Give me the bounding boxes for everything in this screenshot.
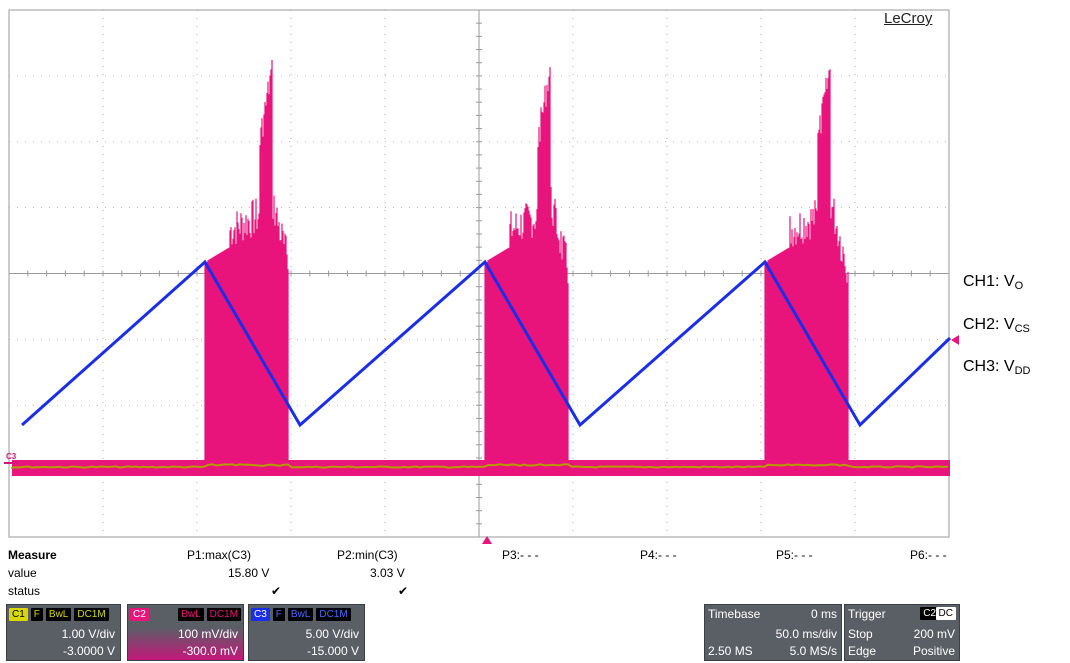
- param-p6-label[interactable]: P6:- - -: [910, 548, 947, 562]
- timebase-delay: 0 ms: [810, 607, 837, 621]
- measure-row-status-label: status: [8, 584, 41, 598]
- timebase-per-div: 50.0 ms/div: [775, 627, 837, 641]
- trigger-coupling: DC: [935, 607, 956, 620]
- timebase-samples: 2.50 MS: [708, 644, 753, 658]
- param-p1-label[interactable]: P1:max(C3): [187, 548, 252, 562]
- trigger-level-marker[interactable]: [951, 335, 959, 345]
- c1-tag-bwl: BwL: [45, 607, 72, 621]
- trigger-position-marker[interactable]: [482, 536, 492, 544]
- brand-logo: LeCroy: [884, 10, 933, 27]
- param-p5-label[interactable]: P5:- - -: [776, 548, 813, 562]
- channel-c2-box[interactable]: C2 BwL DC1M 100 mV/div -300.0 mV: [127, 604, 244, 661]
- c3-ground-marker-label: C3: [6, 452, 17, 461]
- param-p1-value: 15.80 V: [228, 566, 270, 580]
- c1-tag-f: F: [30, 607, 43, 621]
- trigger-source: C2: [920, 607, 939, 620]
- scope-screen: [8, 9, 952, 538]
- ch3-label: CH3: VDD: [963, 358, 1031, 377]
- c3-scale: 5.00 V/div: [305, 627, 359, 641]
- c3-ground-marker[interactable]: [4, 462, 18, 464]
- param-p2-status: ✔: [398, 584, 409, 598]
- trace-ch2-vcs: [11, 463, 949, 469]
- c2-tag-coupling: DC1M: [206, 607, 241, 621]
- trigger-label: Trigger: [848, 607, 886, 621]
- c3-tag-f: F: [272, 607, 285, 621]
- c3-id-tag: C3: [251, 607, 270, 621]
- c1-offset: -3.0000 V: [62, 644, 115, 658]
- c3-offset: -15.000 V: [306, 644, 359, 658]
- param-p2-label[interactable]: P2:min(C3): [337, 548, 398, 562]
- param-p1-status: ✔: [271, 584, 282, 598]
- c2-tag-bwl: BwL: [178, 607, 204, 621]
- measure-title: Measure: [8, 548, 57, 562]
- trigger-mode: Stop: [848, 627, 873, 641]
- timebase-rate: 5.0 MS/s: [789, 644, 837, 658]
- measure-row-value-label: value: [8, 566, 37, 580]
- c1-tag-coupling: DC1M: [74, 607, 109, 621]
- trigger-type: Edge: [848, 644, 877, 658]
- c2-id-tag: C2: [130, 607, 149, 621]
- timebase-box[interactable]: Timebase 0 ms 50.0 ms/div 2.50 MS 5.0 MS…: [704, 604, 842, 661]
- ch1-label: CH1: VO: [963, 273, 1024, 292]
- c1-id-tag: C1: [9, 607, 28, 621]
- timebase-label: Timebase: [708, 607, 761, 621]
- param-p3-label[interactable]: P3:- - -: [502, 548, 539, 562]
- ch2-trace-line: [11, 463, 949, 469]
- c2-offset: -300.0 mV: [182, 644, 238, 658]
- ch2-label: CH2: VCS: [963, 316, 1030, 335]
- channel-c3-box[interactable]: C3 F BwL DC1M 5.00 V/div -15.000 V: [248, 604, 365, 661]
- param-p4-label[interactable]: P4:- - -: [640, 548, 677, 562]
- c1-scale: 1.00 V/div: [61, 627, 115, 641]
- c3-tag-bwl: BwL: [287, 607, 314, 621]
- trace-ch1-vo: [21, 259, 952, 428]
- trigger-level: 200 mV: [913, 627, 955, 641]
- param-p2-value: 3.03 V: [370, 566, 405, 580]
- trace-ch3-vdd-burst: [12, 60, 950, 476]
- trigger-slope: Positive: [912, 644, 955, 658]
- c3-tag-coupling: DC1M: [316, 607, 351, 621]
- c2-scale: 100 mV/div: [177, 627, 238, 641]
- channel-c1-box[interactable]: C1 F BwL DC1M 1.00 V/div -3.0000 V: [6, 604, 121, 661]
- trigger-box[interactable]: Trigger C2 DC Stop 200 mV Edge Positive: [844, 604, 960, 661]
